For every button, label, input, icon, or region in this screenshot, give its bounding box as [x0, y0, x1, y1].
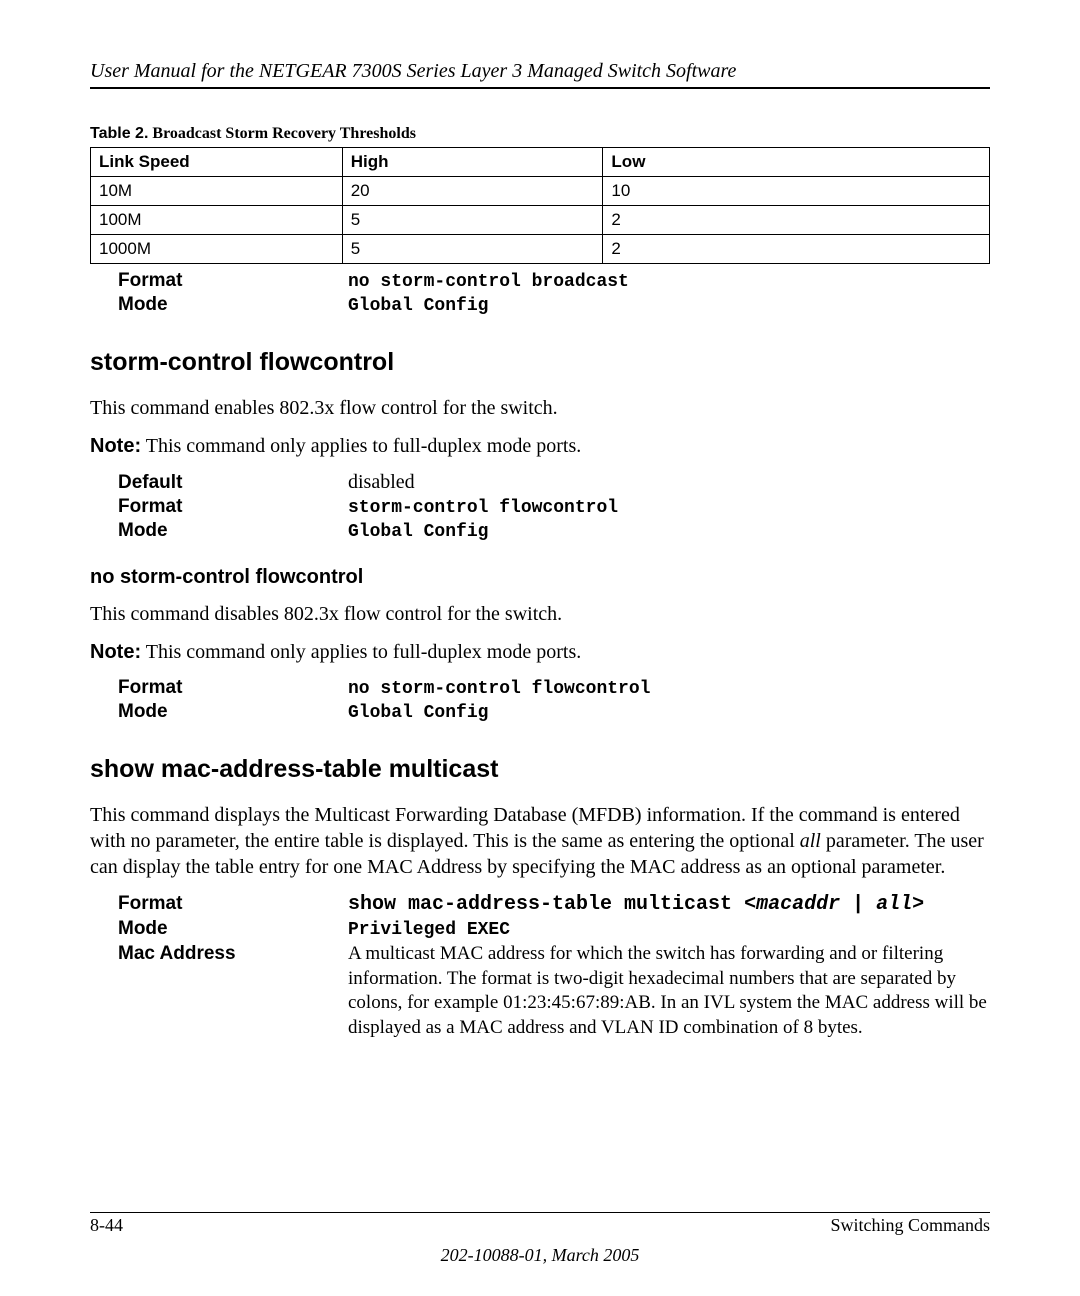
cell: 1000M — [91, 235, 343, 264]
heading-show-mac-address-table: show mac-address-table multicast — [90, 755, 990, 784]
mac-address-row: Mac Address A multicast MAC address for … — [118, 942, 990, 1041]
footer-section-name: Switching Commands — [830, 1215, 990, 1236]
mode-label: Mode — [118, 701, 348, 723]
cell: 100M — [91, 206, 343, 235]
note-prefix: Note: — [90, 641, 141, 663]
mode-label: Mode — [118, 520, 348, 542]
table-header-row: Link Speed High Low — [91, 148, 990, 177]
format-part3: | — [840, 893, 876, 916]
default-label: Default — [118, 472, 348, 494]
cell: 5 — [342, 206, 603, 235]
cell: 5 — [342, 235, 603, 264]
format-row: Format show mac-address-table multicast … — [118, 892, 990, 916]
note-text: This command only applies to full-duplex… — [141, 435, 581, 457]
default-row: Default disabled — [118, 471, 990, 494]
section2-note: Note: This command only applies to full-… — [90, 639, 990, 665]
section1-note: Note: This command only applies to full-… — [90, 433, 990, 459]
table-row: 10M 20 10 — [91, 177, 990, 206]
table-row: 100M 5 2 — [91, 206, 990, 235]
format-row: Format no storm-control flowcontrol — [118, 677, 990, 699]
format-row: Format no storm-control broadcast — [118, 270, 990, 292]
format-label: Format — [118, 893, 348, 915]
cell: 10M — [91, 177, 343, 206]
mac-address-label: Mac Address — [118, 943, 348, 965]
note-text: This command only applies to full-duplex… — [141, 641, 581, 663]
page-footer: 8-44 Switching Commands — [90, 1212, 990, 1236]
mode-row: Mode Privileged EXEC — [118, 918, 990, 940]
mode-value: Privileged EXEC — [348, 920, 510, 940]
mode-value: Global Config — [348, 522, 488, 542]
format-part4: all> — [876, 893, 924, 916]
cell: 10 — [603, 177, 990, 206]
format-row: Format storm-control flowcontrol — [118, 496, 990, 518]
mode-row: Mode Global Config — [118, 294, 990, 316]
col-low: Low — [603, 148, 990, 177]
table-label: Table 2. — [90, 125, 148, 142]
format-value: storm-control flowcontrol — [348, 498, 618, 518]
format-part1: show mac-address-table multicast — [348, 893, 744, 916]
definition-block-no-flowcontrol: Format no storm-control flowcontrol Mode… — [118, 677, 990, 723]
table-caption: Table 2. Broadcast Storm Recovery Thresh… — [90, 125, 990, 143]
mode-label: Mode — [118, 294, 348, 316]
definition-block-broadcast: Format no storm-control broadcast Mode G… — [118, 270, 990, 316]
format-label: Format — [118, 677, 348, 699]
format-value: no storm-control flowcontrol — [348, 679, 650, 699]
col-high: High — [342, 148, 603, 177]
heading-no-storm-control-flowcontrol: no storm-control flowcontrol — [90, 566, 990, 589]
section3-desc: This command displays the Multicast Forw… — [90, 802, 990, 880]
thresholds-table: Link Speed High Low 10M 20 10 100M 5 2 1… — [90, 147, 990, 264]
footer-page-number: 8-44 — [90, 1215, 123, 1236]
definition-block-mac-table: Format show mac-address-table multicast … — [118, 892, 990, 1041]
definition-block-flowcontrol: Default disabled Format storm-control fl… — [118, 471, 990, 542]
format-value: no storm-control broadcast — [348, 272, 629, 292]
cell: 2 — [603, 235, 990, 264]
format-label: Format — [118, 496, 348, 518]
cell: 2 — [603, 206, 990, 235]
mac-address-desc: A multicast MAC address for which the sw… — [348, 942, 990, 1041]
format-label: Format — [118, 270, 348, 292]
heading-storm-control-flowcontrol: storm-control flowcontrol — [90, 348, 990, 377]
table-row: 1000M 5 2 — [91, 235, 990, 264]
mode-value: Global Config — [348, 296, 488, 316]
format-value: show mac-address-table multicast <macadd… — [348, 892, 924, 916]
footer-doc-number: 202-10088-01, March 2005 — [90, 1245, 990, 1266]
mode-row: Mode Global Config — [118, 701, 990, 723]
table-title: Broadcast Storm Recovery Thresholds — [152, 125, 416, 142]
cell: 20 — [342, 177, 603, 206]
col-link-speed: Link Speed — [91, 148, 343, 177]
section1-desc: This command enables 802.3x flow control… — [90, 395, 990, 421]
mode-row: Mode Global Config — [118, 520, 990, 542]
page-header: User Manual for the NETGEAR 7300S Series… — [90, 60, 990, 89]
desc-ital: all — [800, 830, 821, 852]
mode-value: Global Config — [348, 703, 488, 723]
section2-desc: This command disables 802.3x flow contro… — [90, 601, 990, 627]
format-part2: <macaddr — [744, 893, 840, 916]
mode-label: Mode — [118, 918, 348, 940]
default-value: disabled — [348, 471, 415, 494]
note-prefix: Note: — [90, 435, 141, 457]
